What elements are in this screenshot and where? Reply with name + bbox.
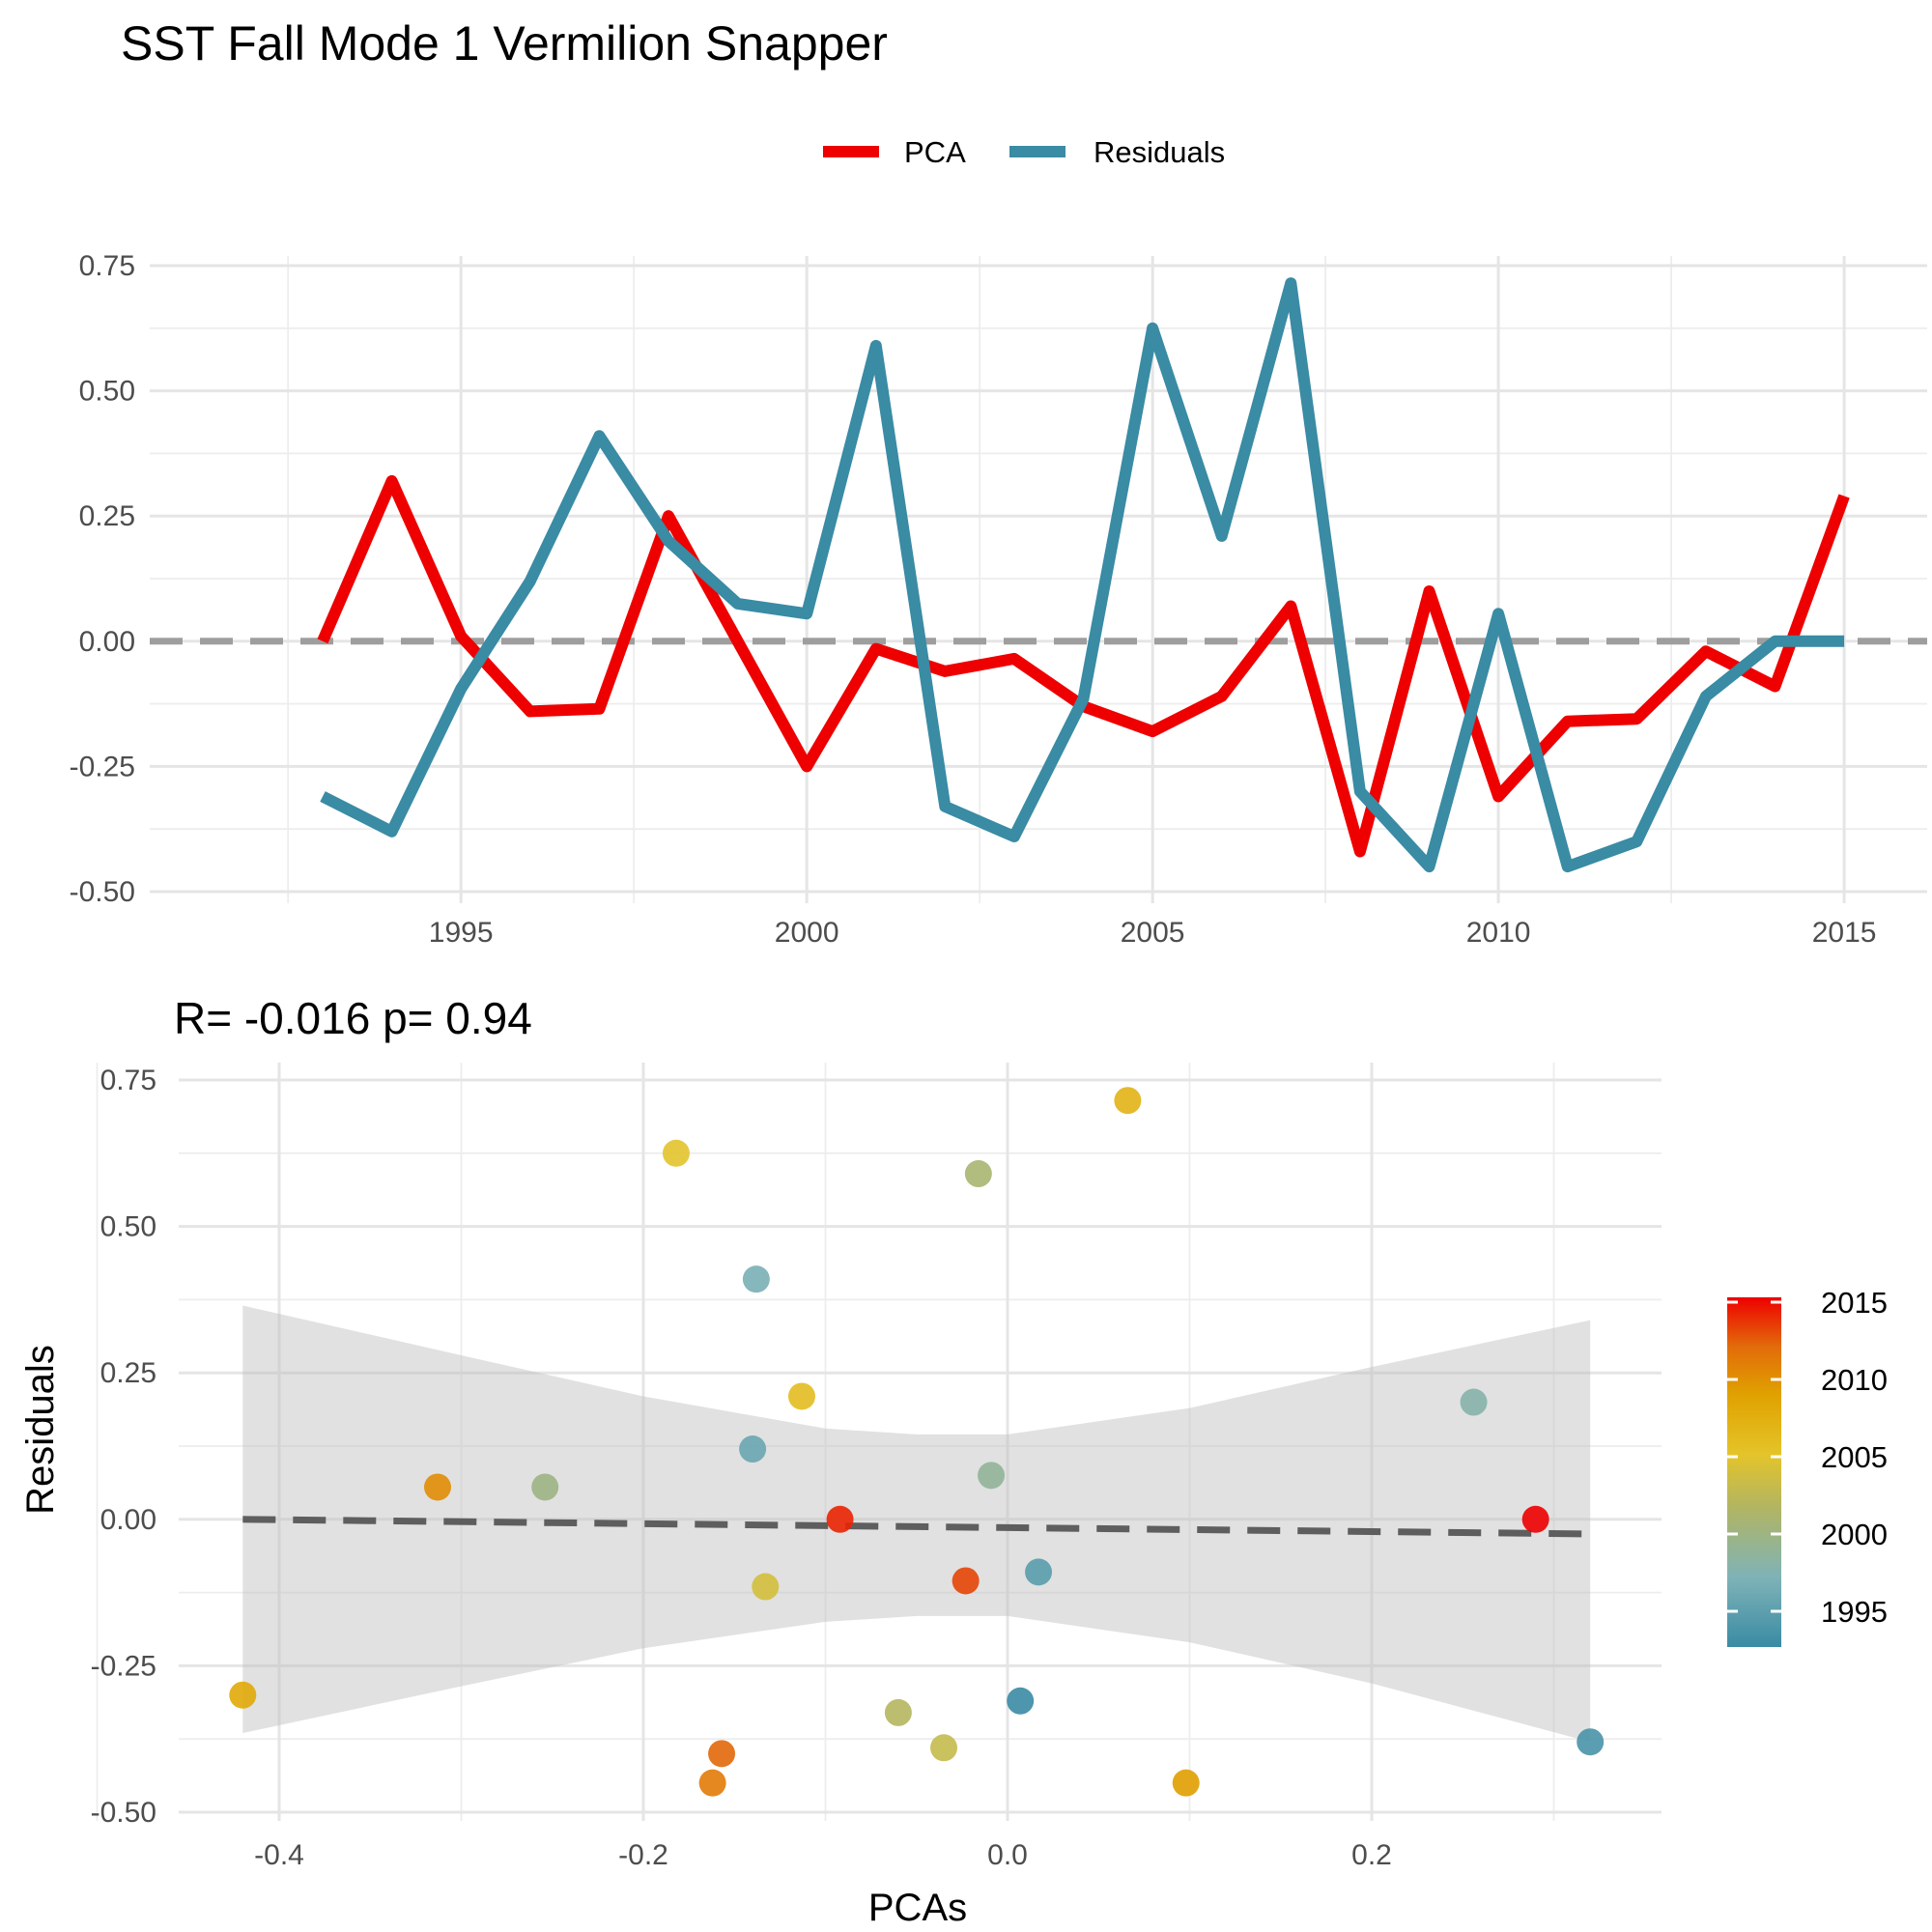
scatter-chart-panel: -0.50 -0.25 0.00 0.25 0.50 0.75 -0.4 -0.2 0.0 0.… <box>91 1063 1662 1871</box>
scatter-y-ticks: -0.50 -0.25 0.00 0.25 0.50 0.75 <box>91 1065 156 1829</box>
legend-label-pca: PCA <box>904 135 966 169</box>
scatter-point <box>739 1435 767 1463</box>
x-tick-label: 1995 <box>429 917 494 949</box>
colorbar-label: 2000 <box>1821 1518 1888 1551</box>
regression-line <box>242 1516 1591 1538</box>
y-tick-label: 0.50 <box>79 376 135 408</box>
colorbar-label: 1995 <box>1821 1595 1888 1629</box>
scatter-point <box>698 1769 726 1797</box>
y-tick-label: 0.75 <box>79 250 135 282</box>
scatter-point <box>531 1473 559 1501</box>
line-chart-panel: -0.50 -0.25 0.00 0.25 0.50 0.75 1995 2000 2005 2… <box>70 250 1927 949</box>
scatter-point <box>1114 1087 1142 1115</box>
scatter-point <box>229 1681 257 1709</box>
y-tick-label: -0.25 <box>91 1650 156 1682</box>
series-line-residuals <box>320 277 1845 873</box>
scatter-point <box>826 1505 854 1533</box>
x-tick-label: 2005 <box>1121 917 1185 949</box>
y-tick-label: 0.50 <box>100 1211 156 1243</box>
x-tick-label: 0.0 <box>987 1839 1028 1871</box>
x-tick-label: 2000 <box>775 917 839 949</box>
scatter-point <box>884 1698 912 1726</box>
x-tick-label: -0.4 <box>254 1839 304 1871</box>
line-chart-y-ticks: -0.50 -0.25 0.00 0.25 0.50 0.75 <box>70 250 135 908</box>
scatter-point <box>1172 1769 1200 1797</box>
scatter-point <box>964 1160 992 1188</box>
line-chart-x-ticks: 1995 2000 2005 2010 2015 <box>429 917 1877 949</box>
y-tick-label: 0.00 <box>79 626 135 658</box>
line-series <box>317 277 1850 873</box>
x-tick-label: 2015 <box>1812 917 1877 949</box>
scatter-point <box>952 1567 980 1595</box>
scatter-points <box>229 1087 1605 1797</box>
scatter-point <box>1521 1505 1549 1533</box>
legend: PCA Residuals <box>823 135 1225 169</box>
scatter-point <box>1007 1687 1035 1715</box>
scatter-point <box>930 1734 958 1762</box>
scatter-point <box>423 1473 451 1501</box>
legend-label-residuals: Residuals <box>1094 135 1225 169</box>
line-chart-grid <box>150 256 1927 903</box>
y-tick-label: -0.50 <box>91 1797 156 1829</box>
x-axis-title: PCAs <box>868 1887 967 1929</box>
scatter-point <box>1460 1388 1488 1416</box>
scatter-point <box>1025 1558 1053 1586</box>
y-tick-label: 0.25 <box>100 1357 156 1389</box>
x-tick-label: 2010 <box>1466 917 1531 949</box>
scatter-x-ticks: -0.4 -0.2 0.0 0.2 <box>254 1839 1392 1871</box>
scatter-point <box>708 1740 736 1768</box>
y-tick-label: 0.00 <box>100 1504 156 1536</box>
scatter-point <box>742 1265 770 1293</box>
scatter-point <box>978 1462 1006 1490</box>
x-tick-label: -0.2 <box>618 1839 668 1871</box>
y-axis-title: Residuals <box>19 1345 62 1515</box>
scatter-point <box>787 1382 815 1410</box>
colorbar-label: 2005 <box>1821 1440 1888 1474</box>
scatter-point <box>662 1139 690 1167</box>
scatter-point <box>752 1573 780 1601</box>
correlation-title: R= -0.016 p= 0.94 <box>174 993 532 1043</box>
y-tick-label: 0.75 <box>100 1065 156 1096</box>
y-tick-label: -0.50 <box>70 876 135 908</box>
x-tick-label: 0.2 <box>1351 1839 1392 1871</box>
y-tick-label: -0.25 <box>70 751 135 782</box>
y-tick-label: 0.25 <box>79 500 135 532</box>
colorbar: 2015 2010 2005 2000 1995 <box>1727 1286 1888 1647</box>
colorbar-gradient <box>1727 1297 1781 1647</box>
figure-title: SST Fall Mode 1 Vermilion Snapper <box>121 16 888 71</box>
colorbar-label: 2010 <box>1821 1363 1888 1397</box>
colorbar-ticks: 2015 2010 2005 2000 1995 <box>1727 1286 1888 1629</box>
scatter-point <box>1577 1728 1605 1756</box>
colorbar-label: 2015 <box>1821 1286 1888 1320</box>
